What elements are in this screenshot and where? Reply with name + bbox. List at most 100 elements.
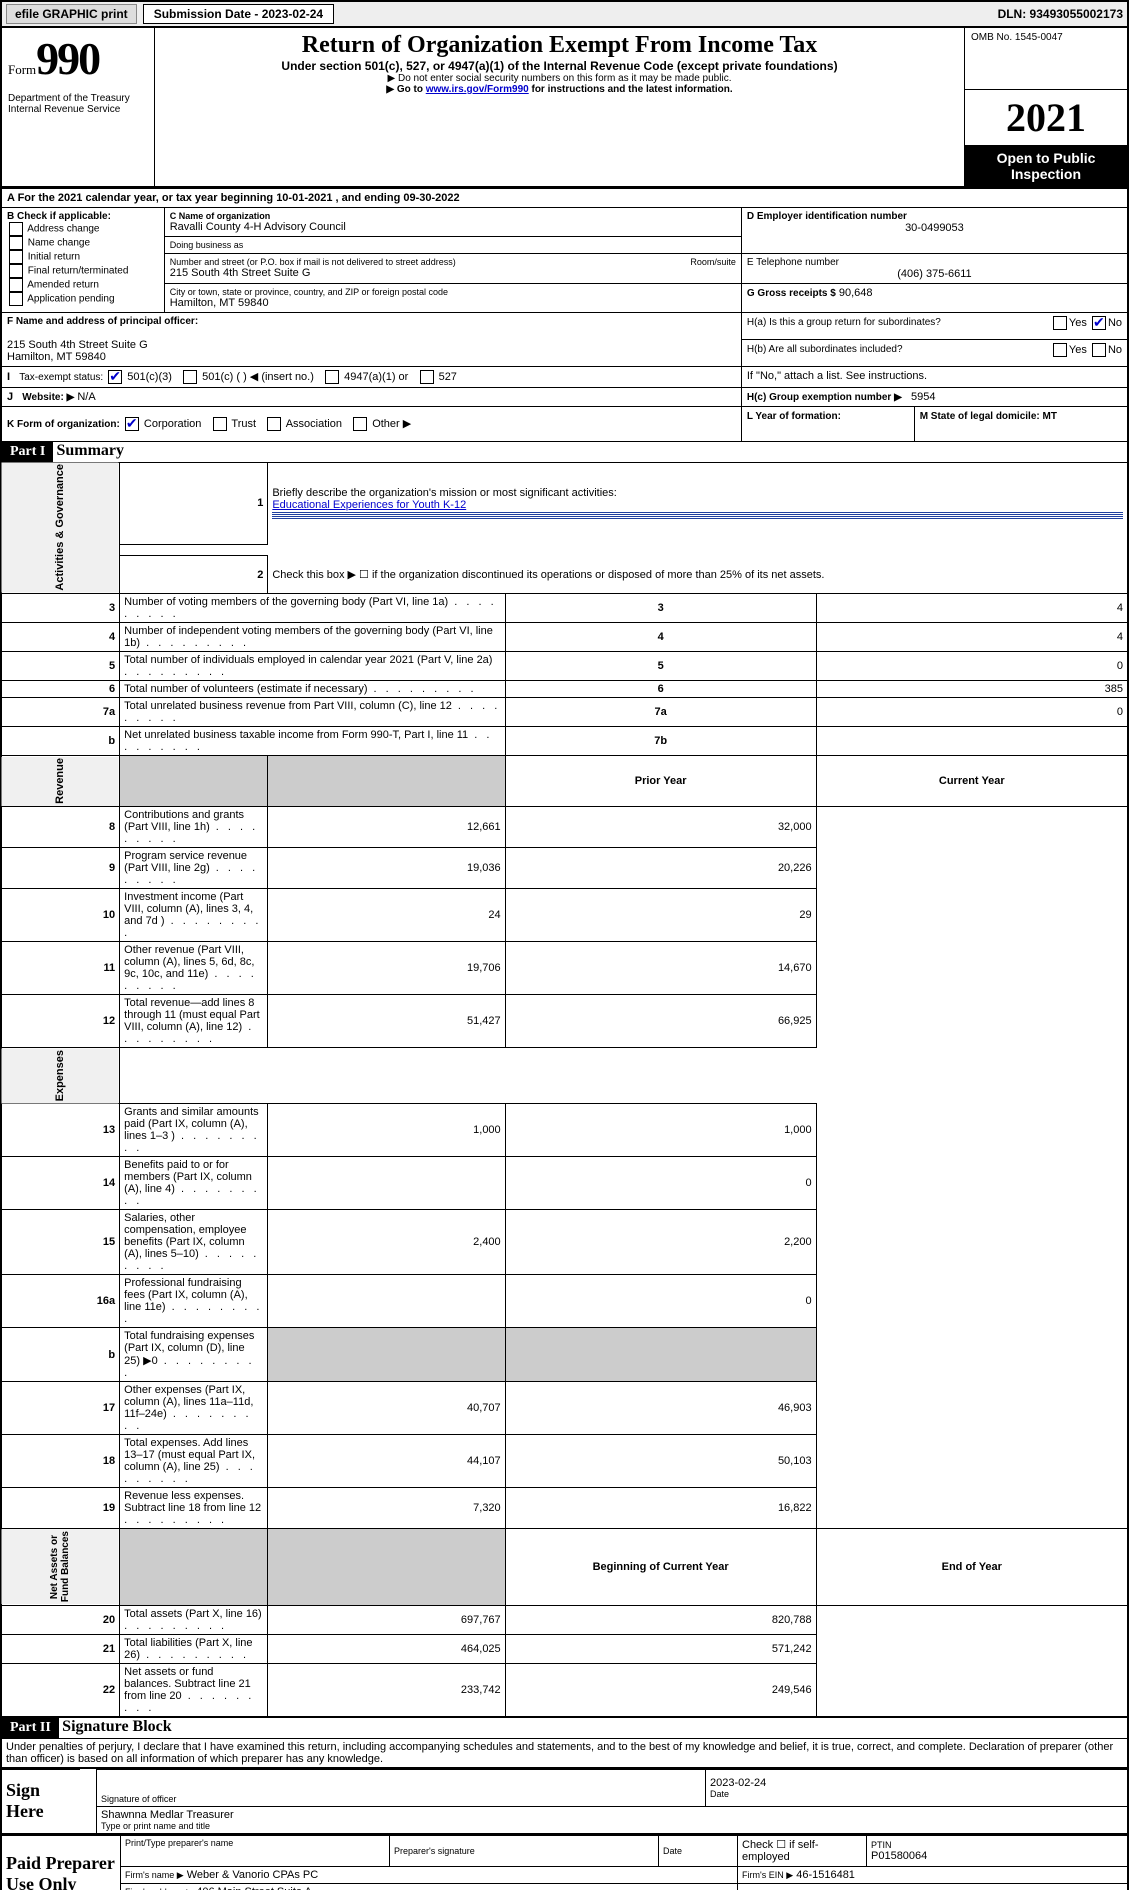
financial-row: 15Salaries, other compensation, employee… bbox=[1, 1210, 1128, 1275]
ha-no-checkbox[interactable] bbox=[1092, 316, 1106, 330]
financial-row: 18Total expenses. Add lines 13–17 (must … bbox=[1, 1435, 1128, 1488]
summary-row: 3Number of voting members of the governi… bbox=[1, 594, 1128, 623]
vlabel-revenue: Revenue bbox=[1, 756, 120, 807]
part1-heading: Summary bbox=[56, 442, 124, 459]
city-value: Hamilton, MT 59840 bbox=[170, 297, 736, 309]
b-checkbox-item[interactable]: Amended return bbox=[7, 278, 159, 292]
sign-here-label: Sign Here bbox=[1, 1769, 80, 1834]
officer-name-label: Type or print name and title bbox=[101, 1821, 1123, 1831]
form-title: Return of Organization Exempt From Incom… bbox=[161, 32, 958, 59]
financial-row: 21Total liabilities (Part X, line 26)464… bbox=[1, 1634, 1128, 1663]
officer-addr1: 215 South 4th Street Suite G bbox=[7, 339, 736, 351]
vlabel-netassets: Net Assets orFund Balances bbox=[1, 1529, 120, 1605]
ein-value: 30-0499053 bbox=[747, 222, 1122, 234]
summary-row: 4Number of independent voting members of… bbox=[1, 623, 1128, 652]
org-form-option[interactable]: Association bbox=[262, 418, 348, 430]
b-checkbox-item[interactable]: Address change bbox=[7, 222, 159, 236]
f-officer-label: F Name and address of principal officer: bbox=[7, 316, 736, 327]
street-address: 215 South 4th Street Suite G bbox=[170, 267, 736, 279]
form-note2: ▶ Go to www.irs.gov/Form990 for instruct… bbox=[161, 84, 958, 95]
tax-status-option[interactable]: 527 bbox=[414, 371, 463, 383]
form-subtitle: Under section 501(c), 527, or 4947(a)(1)… bbox=[161, 59, 958, 73]
financial-row: 22Net assets or fund balances. Subtract … bbox=[1, 1663, 1128, 1717]
l-label: L Year of formation: bbox=[747, 411, 841, 422]
city-label: City or town, state or province, country… bbox=[170, 287, 736, 297]
addr-label: Number and street (or P.O. box if mail i… bbox=[170, 257, 736, 267]
org-form-option[interactable]: Other ▶ bbox=[348, 418, 417, 430]
firm-addr: 406 Main Street Suite A bbox=[196, 1886, 312, 1890]
e-phone-label: E Telephone number bbox=[747, 257, 1122, 268]
financial-row: 16aProfessional fundraising fees (Part I… bbox=[1, 1275, 1128, 1328]
declaration-text: Under penalties of perjury, I declare th… bbox=[0, 1738, 1129, 1769]
dba-label: Doing business as bbox=[170, 240, 736, 250]
tax-status-option[interactable]: 501(c) ( ) ◀ (insert no.) bbox=[178, 371, 320, 383]
hb-yes-checkbox[interactable] bbox=[1053, 343, 1067, 357]
financial-row: bTotal fundraising expenses (Part IX, co… bbox=[1, 1328, 1128, 1382]
gross-receipts: 90,648 bbox=[839, 287, 873, 299]
ha-yes-checkbox[interactable] bbox=[1053, 316, 1067, 330]
line-a-tax-year: A For the 2021 calendar year, or tax yea… bbox=[1, 188, 1128, 207]
firm-name-label: Firm's name ▶ bbox=[125, 1870, 184, 1880]
hb-no-checkbox[interactable] bbox=[1092, 343, 1106, 357]
hb-label: H(b) Are all subordinates included? bbox=[747, 344, 903, 355]
line1-text[interactable]: Educational Experiences for Youth K-12 bbox=[272, 499, 466, 511]
vlabel-expenses: Expenses bbox=[1, 1048, 120, 1104]
form-note1: ▶ Do not enter social security numbers o… bbox=[161, 73, 958, 84]
irs-link[interactable]: www.irs.gov/Form990 bbox=[426, 84, 529, 95]
sig-date-label: Date bbox=[710, 1789, 1123, 1799]
prep-date-label: Date bbox=[663, 1846, 733, 1856]
col-prior: Prior Year bbox=[505, 756, 816, 807]
sig-date: 2023-02-24 bbox=[710, 1777, 1123, 1789]
efile-button[interactable]: efile GRAPHIC print bbox=[6, 4, 137, 24]
financial-row: 10Investment income (Part VIII, column (… bbox=[1, 889, 1128, 942]
ptin-label: PTIN bbox=[871, 1840, 1123, 1850]
org-name: Ravalli County 4-H Advisory Council bbox=[170, 221, 736, 233]
org-form-option[interactable]: Trust bbox=[208, 418, 263, 430]
financial-row: 12Total revenue—add lines 8 through 11 (… bbox=[1, 995, 1128, 1048]
line2-text: Check this box ▶ ☐ if the organization d… bbox=[268, 555, 1128, 593]
financial-row: 19Revenue less expenses. Subtract line 1… bbox=[1, 1488, 1128, 1529]
firm-name: Weber & Vanorio CPAs PC bbox=[187, 1869, 318, 1881]
part1-badge: Part I bbox=[2, 442, 53, 462]
irs-label: Internal Revenue Service bbox=[8, 104, 148, 115]
tax-year: 2021 bbox=[971, 94, 1121, 141]
summary-row: bNet unrelated business taxable income f… bbox=[1, 727, 1128, 756]
i-label: Tax-exempt status: bbox=[19, 372, 103, 383]
self-employed-check[interactable]: Check ☐ if self-employed bbox=[738, 1835, 867, 1866]
submission-date: Submission Date - 2023-02-24 bbox=[143, 4, 334, 24]
part1-table: Part I Summary Activities & Governance 1… bbox=[0, 442, 1129, 1718]
omb-number: OMB No. 1545-0047 bbox=[965, 27, 1129, 89]
firm-addr-label: Firm's address ▶ bbox=[125, 1887, 193, 1890]
part2-badge: Part II bbox=[2, 1718, 59, 1738]
ha-label: H(a) Is this a group return for subordin… bbox=[747, 317, 941, 328]
dln: DLN: 93493055002173 bbox=[998, 7, 1123, 21]
j-label: Website: ▶ bbox=[22, 392, 74, 403]
b-checkbox-item[interactable]: Final return/terminated bbox=[7, 264, 159, 278]
org-form-option[interactable]: Corporation bbox=[123, 418, 208, 430]
financial-row: 9Program service revenue (Part VIII, lin… bbox=[1, 848, 1128, 889]
col-begin: Beginning of Current Year bbox=[505, 1529, 816, 1605]
financial-row: 20Total assets (Part X, line 16)697,7678… bbox=[1, 1605, 1128, 1634]
c-name-label: C Name of organization bbox=[170, 211, 736, 221]
form-header: Form990 Return of Organization Exempt Fr… bbox=[0, 26, 1129, 188]
col-end: End of Year bbox=[816, 1529, 1128, 1605]
tax-status-option[interactable]: 4947(a)(1) or bbox=[320, 371, 414, 383]
dept-treasury: Department of the Treasury bbox=[8, 93, 148, 104]
b-checkbox-item[interactable]: Initial return bbox=[7, 250, 159, 264]
b-checkbox-item[interactable]: Name change bbox=[7, 236, 159, 250]
tax-status-option[interactable]: 501(c)(3) bbox=[106, 371, 178, 383]
financial-row: 14Benefits paid to or for members (Part … bbox=[1, 1157, 1128, 1210]
form-number: Form990 bbox=[8, 32, 148, 85]
firm-ein: 46-1516481 bbox=[796, 1869, 855, 1881]
top-bar: efile GRAPHIC print Submission Date - 20… bbox=[0, 0, 1129, 26]
website-value: N/A bbox=[77, 391, 95, 403]
financial-row: 11Other revenue (Part VIII, column (A), … bbox=[1, 942, 1128, 995]
k-label: K Form of organization: bbox=[7, 419, 120, 430]
vlabel-governance: Activities & Governance bbox=[1, 462, 120, 594]
b-checkbox-item[interactable]: Application pending bbox=[7, 292, 159, 306]
public-inspection: Open to Public Inspection bbox=[965, 145, 1129, 187]
financial-row: 13Grants and similar amounts paid (Part … bbox=[1, 1104, 1128, 1157]
summary-row: 5Total number of individuals employed in… bbox=[1, 652, 1128, 681]
line1-label: Briefly describe the organization's miss… bbox=[272, 487, 616, 499]
officer-name: Shawnna Medlar Treasurer bbox=[101, 1809, 1123, 1821]
